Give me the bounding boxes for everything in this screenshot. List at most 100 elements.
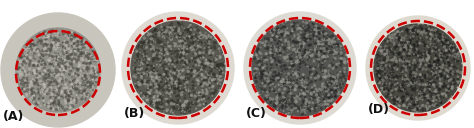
Point: [67, 63, 75, 65]
Point: [412, 108, 420, 110]
Point: [148, 35, 156, 38]
Point: [275, 74, 283, 76]
Point: [299, 73, 307, 75]
Point: [444, 104, 451, 106]
Point: [54, 63, 62, 65]
Point: [188, 36, 196, 38]
Point: [338, 58, 346, 60]
Point: [167, 58, 174, 60]
Point: [189, 42, 197, 44]
Point: [183, 47, 191, 49]
Point: [189, 60, 197, 62]
Point: [293, 74, 301, 76]
Point: [65, 48, 73, 50]
Point: [55, 97, 63, 99]
Point: [48, 67, 56, 69]
Point: [28, 42, 36, 44]
Point: [383, 93, 390, 95]
Point: [429, 74, 437, 76]
Point: [433, 35, 441, 37]
Point: [168, 80, 175, 82]
Point: [103, 86, 111, 88]
Point: [423, 78, 431, 81]
Point: [424, 109, 431, 111]
Point: [16, 56, 24, 58]
Point: [179, 48, 186, 50]
Point: [295, 27, 303, 29]
Point: [287, 80, 294, 82]
Point: [172, 78, 179, 81]
Point: [150, 99, 158, 102]
Point: [165, 86, 173, 88]
Point: [57, 105, 65, 107]
Point: [141, 102, 149, 104]
Point: [210, 73, 217, 75]
Point: [137, 90, 145, 92]
Point: [50, 46, 57, 48]
Point: [436, 77, 444, 79]
Point: [271, 35, 278, 37]
Point: [18, 46, 26, 48]
Point: [180, 52, 188, 54]
Point: [89, 74, 96, 76]
Point: [72, 75, 79, 77]
Point: [389, 99, 397, 101]
Point: [264, 106, 272, 109]
Point: [179, 52, 187, 55]
Point: [37, 38, 45, 40]
Point: [420, 49, 428, 51]
Point: [341, 59, 348, 61]
Point: [135, 44, 143, 46]
Point: [144, 94, 152, 96]
Point: [388, 31, 396, 33]
Point: [195, 44, 203, 46]
Point: [306, 35, 314, 37]
Point: [213, 33, 220, 35]
Point: [171, 92, 178, 94]
Point: [385, 61, 392, 63]
Point: [142, 61, 150, 63]
Point: [164, 109, 172, 111]
Point: [127, 45, 134, 47]
Point: [323, 107, 331, 109]
Point: [224, 76, 231, 78]
Point: [390, 70, 397, 72]
Point: [176, 24, 183, 26]
Point: [292, 105, 300, 107]
Point: [200, 107, 207, 109]
Point: [152, 40, 159, 42]
Point: [276, 94, 283, 96]
Point: [54, 82, 62, 84]
Point: [305, 105, 312, 107]
Point: [201, 103, 209, 105]
Point: [52, 74, 59, 77]
Point: [439, 42, 447, 44]
Point: [286, 81, 293, 83]
Point: [251, 87, 258, 89]
Point: [57, 17, 64, 19]
Point: [192, 99, 200, 101]
Point: [338, 95, 346, 97]
Point: [288, 95, 295, 97]
Point: [34, 107, 41, 109]
Point: [426, 112, 434, 114]
Point: [221, 41, 229, 43]
Point: [411, 27, 419, 29]
Point: [283, 86, 290, 88]
Point: [21, 82, 29, 84]
Point: [77, 28, 84, 30]
Point: [160, 36, 167, 38]
Point: [63, 70, 70, 72]
Point: [66, 52, 74, 54]
Point: [294, 24, 301, 26]
Point: [417, 63, 424, 65]
Point: [416, 65, 424, 67]
Point: [388, 69, 396, 71]
Point: [413, 106, 421, 109]
Point: [80, 66, 87, 68]
Point: [149, 76, 156, 78]
Point: [412, 88, 420, 90]
Point: [383, 69, 391, 71]
Point: [379, 59, 387, 61]
Point: [176, 71, 184, 73]
